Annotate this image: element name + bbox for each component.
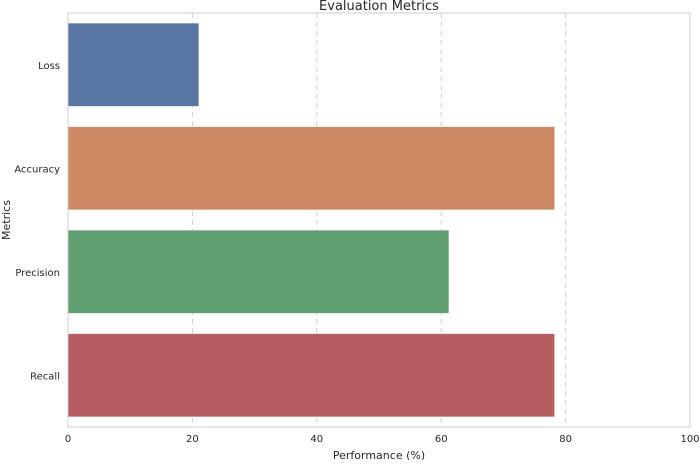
y-axis-label: Metrics (0, 200, 13, 240)
bar-recall (68, 333, 555, 417)
y-tick-label-accuracy: Accuracy (14, 164, 60, 175)
x-tick-label-80: 80 (559, 434, 572, 445)
x-tick-label-0: 0 (65, 434, 71, 445)
y-tick-label-recall: Recall (30, 371, 60, 382)
chart-title: Evaluation Metrics (319, 0, 439, 14)
y-tick-label-precision: Precision (15, 268, 60, 279)
x-axis-label: Performance (%) (333, 449, 425, 460)
bar-precision (68, 230, 449, 314)
y-tick-labels: Loss Accuracy Precision Recall (14, 61, 60, 383)
bars (68, 23, 555, 417)
x-tick-label-20: 20 (186, 434, 199, 445)
x-tick-label-60: 60 (435, 434, 448, 445)
bar-accuracy (68, 126, 555, 210)
plot-frame (67, 12, 691, 428)
x-tick-label-40: 40 (310, 434, 323, 445)
y-tick-label-loss: Loss (38, 61, 60, 72)
x-tick-labels: 0 20 40 60 80 100 (65, 434, 700, 445)
bar-loss (68, 23, 199, 107)
x-tick-label-100: 100 (680, 434, 699, 445)
